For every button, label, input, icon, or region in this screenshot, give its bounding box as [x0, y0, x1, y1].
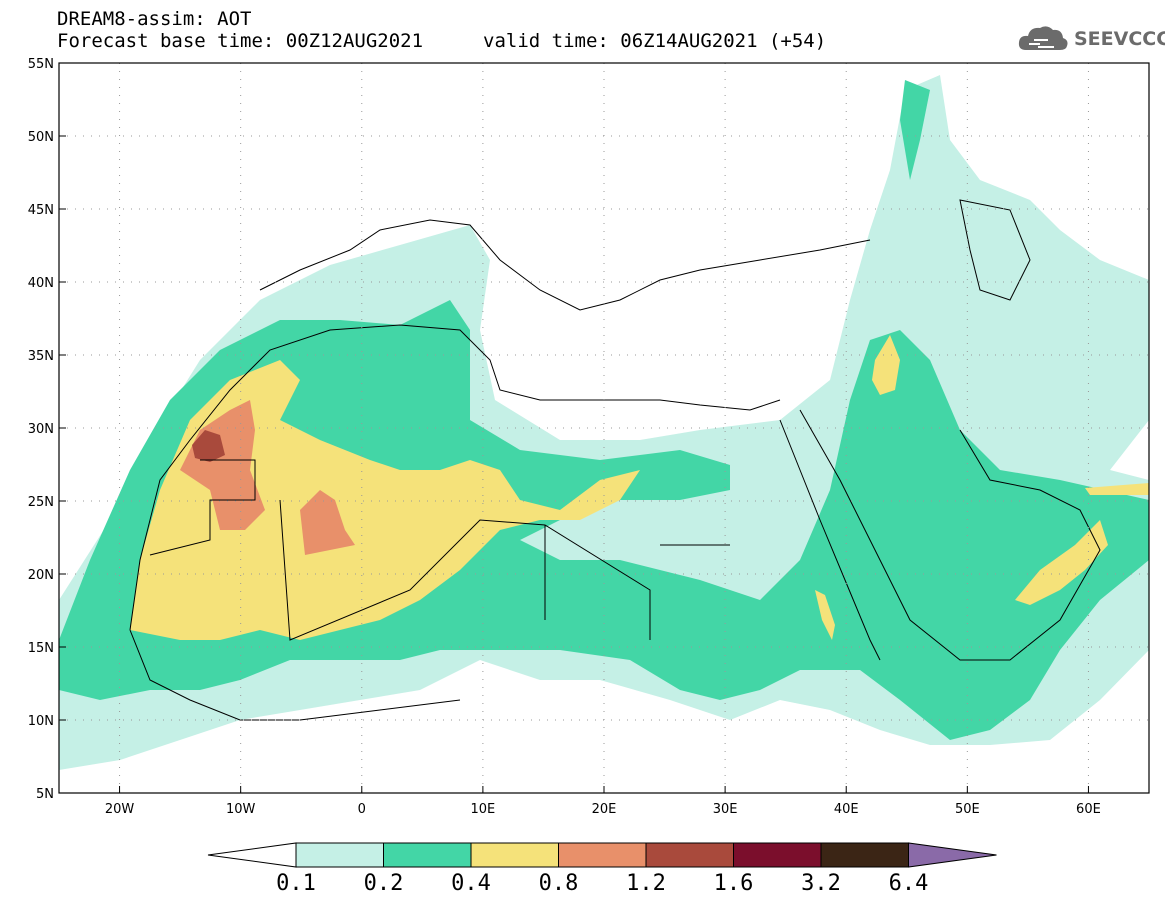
colorbar-label: 0.8 [539, 871, 579, 896]
longitude-axis: 20W 10W 0 10E 20E 30E 40E 50E 60E [105, 786, 1101, 817]
lon-tick-label: 30E [713, 802, 738, 817]
caspian-coast [959, 199, 1031, 301]
arabia-coast [799, 409, 1101, 661]
lon-tick-label: 10E [471, 802, 496, 817]
lat-tick-label: 20N [28, 568, 54, 583]
colorbar-label: 1.2 [626, 871, 666, 896]
colorbar-over-arrow [908, 842, 997, 868]
colorbar-segment [470, 842, 559, 868]
red-sea-coast [779, 419, 881, 661]
aot-level-0.2-east [900, 80, 930, 180]
colorbar: 0.1 0.2 0.4 0.8 1.2 1.6 3.2 6.4 [207, 842, 997, 896]
lat-tick-label: 40N [28, 276, 54, 291]
lat-tick-label: 5N [36, 787, 54, 802]
lat-tick-label: 10N [28, 714, 54, 729]
lat-tick-label: 35N [28, 349, 54, 364]
lat-tick-label: 55N [28, 57, 54, 72]
lon-tick-label: 60E [1076, 802, 1101, 817]
lat-tick-label: 25N [28, 495, 54, 510]
colorbar-segment [383, 842, 472, 868]
aot-level-0.8 [180, 400, 265, 530]
lon-tick-label: 50E [955, 802, 980, 817]
lat-tick-label: 15N [28, 641, 54, 656]
aot-field [59, 75, 1149, 770]
lat-tick-label: 45N [28, 203, 54, 218]
colorbar-label: 3.2 [801, 871, 841, 896]
lon-tick-label: 40E [834, 802, 859, 817]
colorbar-segment [558, 842, 647, 868]
coastlines [129, 199, 1101, 721]
colorbar-segment [295, 842, 384, 868]
aot-level-0.4-oman [1015, 520, 1108, 605]
colorbar-label: 0.2 [364, 871, 404, 896]
aot-level-0.4 [130, 360, 640, 640]
lon-tick-label: 10W [226, 802, 256, 817]
europe-coast [259, 219, 871, 311]
aot-level-0.4-redsea [815, 590, 835, 640]
colorbar-segment [645, 842, 734, 868]
colorbar-label: 1.6 [714, 871, 754, 896]
latitude-axis: 55N 50N 45N 40N 35N 30N 25N 20N 15N 10N 5N [28, 57, 66, 802]
lon-tick-label: 0 [358, 802, 366, 817]
forecast-base-time: Forecast base time: 00Z12AUG2021 [57, 30, 424, 52]
cloud-icon [1018, 26, 1068, 50]
colorbar-label: 0.1 [276, 871, 316, 896]
aot-level-1.2 [192, 430, 225, 462]
west-africa-coast [129, 629, 461, 721]
seevccc-logo: SEEVCCC [1016, 22, 1165, 58]
aot-level-0.4-iraq [872, 335, 900, 395]
colorbar-under-arrow [207, 842, 297, 868]
saharan-borders [149, 459, 730, 641]
colorbar-segment [820, 842, 909, 868]
lon-tick-label: 20W [105, 802, 135, 817]
colorbar-label: 6.4 [889, 871, 929, 896]
colorbar-segment [733, 842, 822, 868]
aot-level-0.8-b [300, 490, 355, 555]
valid-time: valid time: 06Z14AUG2021 (+54) [483, 30, 827, 52]
logo-text: SEEVCCC [1074, 28, 1165, 50]
aot-level-0.4-gulf [1085, 483, 1149, 495]
title-line-1: DREAM8-assim: AOT [57, 8, 252, 30]
north-africa-coast [129, 324, 781, 631]
lat-tick-label: 50N [28, 130, 54, 145]
lon-tick-label: 20E [592, 802, 617, 817]
colorbar-label: 0.4 [451, 871, 491, 896]
lat-tick-label: 30N [28, 422, 54, 437]
